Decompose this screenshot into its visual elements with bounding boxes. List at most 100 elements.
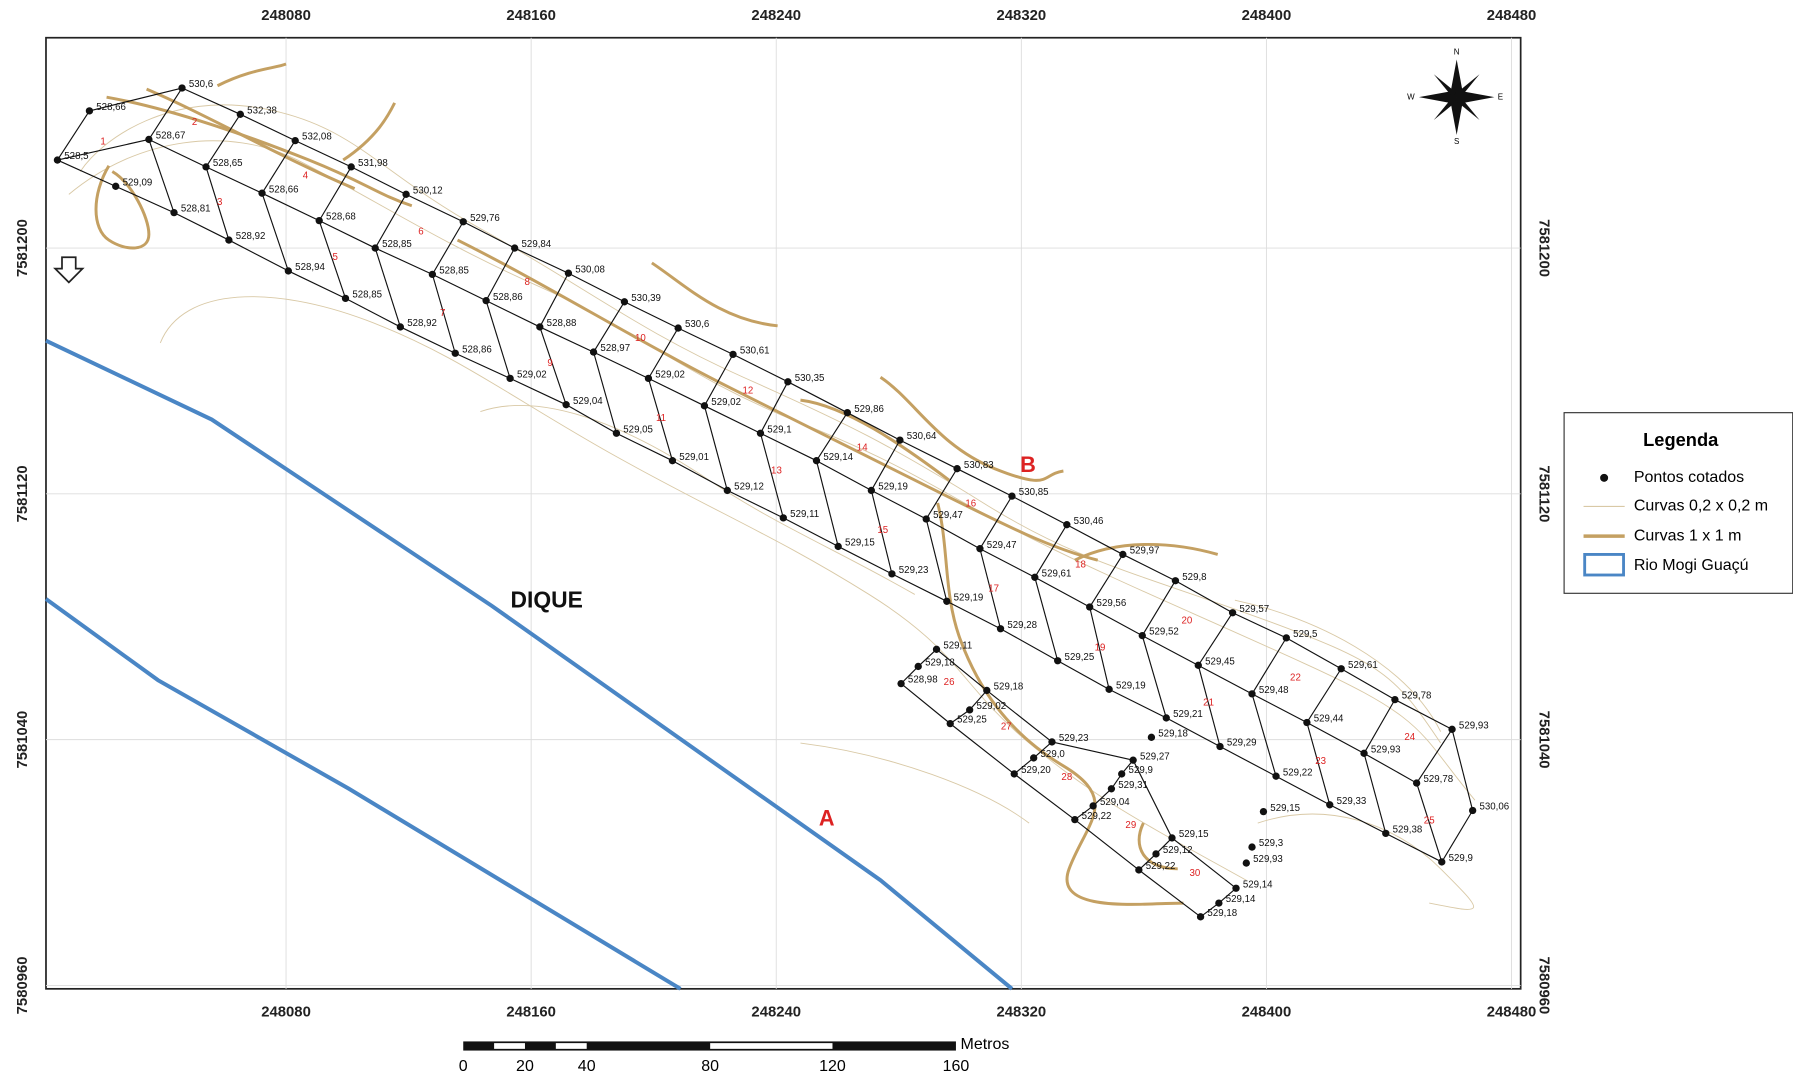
point-elevation: 529,23 (1059, 733, 1089, 744)
survey-point (897, 679, 905, 688)
survey-point (1216, 742, 1224, 751)
point-elevation: 529,9 (1129, 765, 1153, 776)
x-tick-label: 248080 (261, 1005, 311, 1021)
point-elevation: 529,20 (1021, 765, 1051, 776)
grid-segment (1013, 773, 1076, 821)
survey-point (236, 110, 244, 118)
points: 528,66528,5529,09530,6528,67528,81532,38… (53, 79, 1509, 921)
grid-segment (568, 272, 625, 303)
grid-segment (1306, 722, 1331, 805)
survey-point (482, 296, 490, 305)
survey-point (1448, 725, 1456, 733)
point-elevation: 529,61 (1042, 568, 1072, 579)
grid-segment (240, 113, 296, 142)
grid-segment (1141, 635, 1167, 719)
point-elevation: 529,27 (1140, 751, 1170, 762)
scale-tick-label: 160 (943, 1058, 970, 1075)
grid-segment (261, 140, 296, 194)
grid-segment (1197, 665, 1221, 747)
cell-number: 15 (877, 525, 888, 536)
grid-segment (936, 648, 988, 691)
grid-segment (1251, 693, 1277, 777)
point-elevation: 529,22 (1082, 811, 1112, 822)
survey-point (729, 350, 737, 359)
survey-point (1107, 785, 1116, 793)
point-elevation: 528,68 (326, 212, 356, 223)
point-elevation: 529,93 (1253, 854, 1283, 865)
survey-point (536, 323, 544, 331)
point-elevation: 529,15 (845, 538, 875, 549)
point-elevation: 529,9 (1449, 853, 1473, 864)
point-elevation: 529,02 (517, 370, 547, 381)
grid-segment (565, 404, 617, 434)
grid-segment (1275, 775, 1331, 806)
survey-point (1063, 521, 1071, 529)
grid-segment (870, 490, 893, 575)
survey-point (1089, 802, 1097, 810)
survey-point (1129, 756, 1137, 764)
grid-segment (1089, 606, 1143, 637)
grid-segment (400, 326, 456, 354)
legend-item: Pontos cotados (1634, 469, 1744, 486)
survey-point (341, 294, 350, 303)
survey-point (451, 349, 459, 357)
grid-segment (703, 354, 734, 407)
point-elevation: 528,66 (269, 184, 299, 195)
map-frame (45, 36, 1522, 990)
cell-number: 20 (1181, 615, 1192, 626)
grid-segment (1066, 524, 1124, 555)
scale-tick-label: 80 (701, 1058, 719, 1075)
grid-segment (1138, 869, 1201, 918)
survey-point (1194, 661, 1202, 669)
grid-segment (205, 166, 230, 241)
grid-segment (485, 300, 541, 328)
grid-segment (925, 518, 981, 550)
survey-point (1391, 695, 1399, 704)
grid-segment (647, 327, 679, 379)
grid-segment (900, 683, 951, 725)
cell-number: 5 (333, 252, 338, 263)
point-elevation: 528,94 (295, 262, 325, 273)
point-elevation: 529,19 (878, 482, 908, 493)
survey-point (202, 163, 210, 171)
survey-point (1030, 754, 1038, 762)
legend-title: Legenda (1643, 429, 1719, 450)
grid-segment (925, 468, 958, 520)
survey-point (1054, 657, 1062, 665)
point-elevation: 528,85 (439, 265, 469, 276)
grid-segment (462, 221, 515, 249)
survey-point (1118, 770, 1126, 778)
point-elevation: 530,46 (1074, 516, 1104, 527)
grid-segment (672, 460, 728, 491)
survey-point (867, 486, 876, 495)
point-elevation: 530,85 (1019, 487, 1049, 498)
grid-segment (1166, 717, 1221, 747)
survey-point (1232, 884, 1240, 892)
grid-segment (405, 193, 464, 223)
point-elevation: 529,04 (1100, 797, 1130, 808)
survey-point (589, 348, 598, 356)
point-elevation: 528,88 (547, 318, 577, 329)
survey-point (1008, 492, 1016, 500)
grid-segment (1155, 837, 1173, 855)
point-elevation: 529,12 (734, 482, 764, 493)
cell-number: 27 (1001, 722, 1012, 733)
point-elevation: 528,92 (407, 318, 437, 329)
point-elevation: 529,18 (1158, 728, 1188, 739)
point-elevation: 529,14 (1243, 879, 1273, 890)
grid-segment (1200, 902, 1220, 918)
grid-segment (759, 381, 789, 434)
grid-segment (1219, 745, 1277, 777)
point-elevation: 529,56 (1097, 598, 1127, 609)
survey-point (966, 706, 974, 714)
grid-segment (624, 301, 679, 329)
cell-number: 28 (1061, 772, 1072, 783)
survey-point (1010, 770, 1018, 778)
survey-point (459, 218, 467, 226)
grid-segment (205, 114, 241, 168)
survey-point (225, 236, 233, 244)
cell-number: 21 (1203, 698, 1214, 709)
survey-grid (56, 87, 1474, 918)
grid-segment (431, 274, 456, 354)
